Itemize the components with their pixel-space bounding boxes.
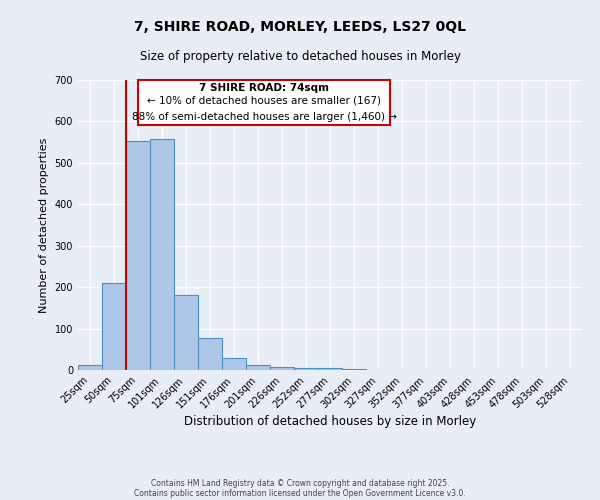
Bar: [294, 368, 318, 370]
Bar: [222, 358, 246, 370]
Bar: [246, 365, 270, 370]
FancyBboxPatch shape: [139, 80, 391, 125]
Text: ← 10% of detached houses are smaller (167): ← 10% of detached houses are smaller (16…: [148, 95, 382, 105]
Bar: [342, 369, 366, 370]
Text: Contains public sector information licensed under the Open Government Licence v3: Contains public sector information licen…: [134, 488, 466, 498]
Bar: [270, 366, 294, 370]
Text: 88% of semi-detached houses are larger (1,460) →: 88% of semi-detached houses are larger (…: [132, 112, 397, 122]
Bar: [126, 142, 150, 370]
Y-axis label: Number of detached properties: Number of detached properties: [39, 138, 49, 312]
Bar: [174, 296, 198, 370]
Text: 7 SHIRE ROAD: 74sqm: 7 SHIRE ROAD: 74sqm: [199, 83, 329, 93]
Bar: [78, 365, 102, 370]
Bar: [150, 139, 174, 370]
Bar: [102, 283, 126, 370]
X-axis label: Distribution of detached houses by size in Morley: Distribution of detached houses by size …: [184, 416, 476, 428]
Text: Size of property relative to detached houses in Morley: Size of property relative to detached ho…: [139, 50, 461, 63]
Text: Contains HM Land Registry data © Crown copyright and database right 2025.: Contains HM Land Registry data © Crown c…: [151, 478, 449, 488]
Bar: [318, 368, 342, 370]
Text: 7, SHIRE ROAD, MORLEY, LEEDS, LS27 0QL: 7, SHIRE ROAD, MORLEY, LEEDS, LS27 0QL: [134, 20, 466, 34]
Bar: [198, 338, 222, 370]
